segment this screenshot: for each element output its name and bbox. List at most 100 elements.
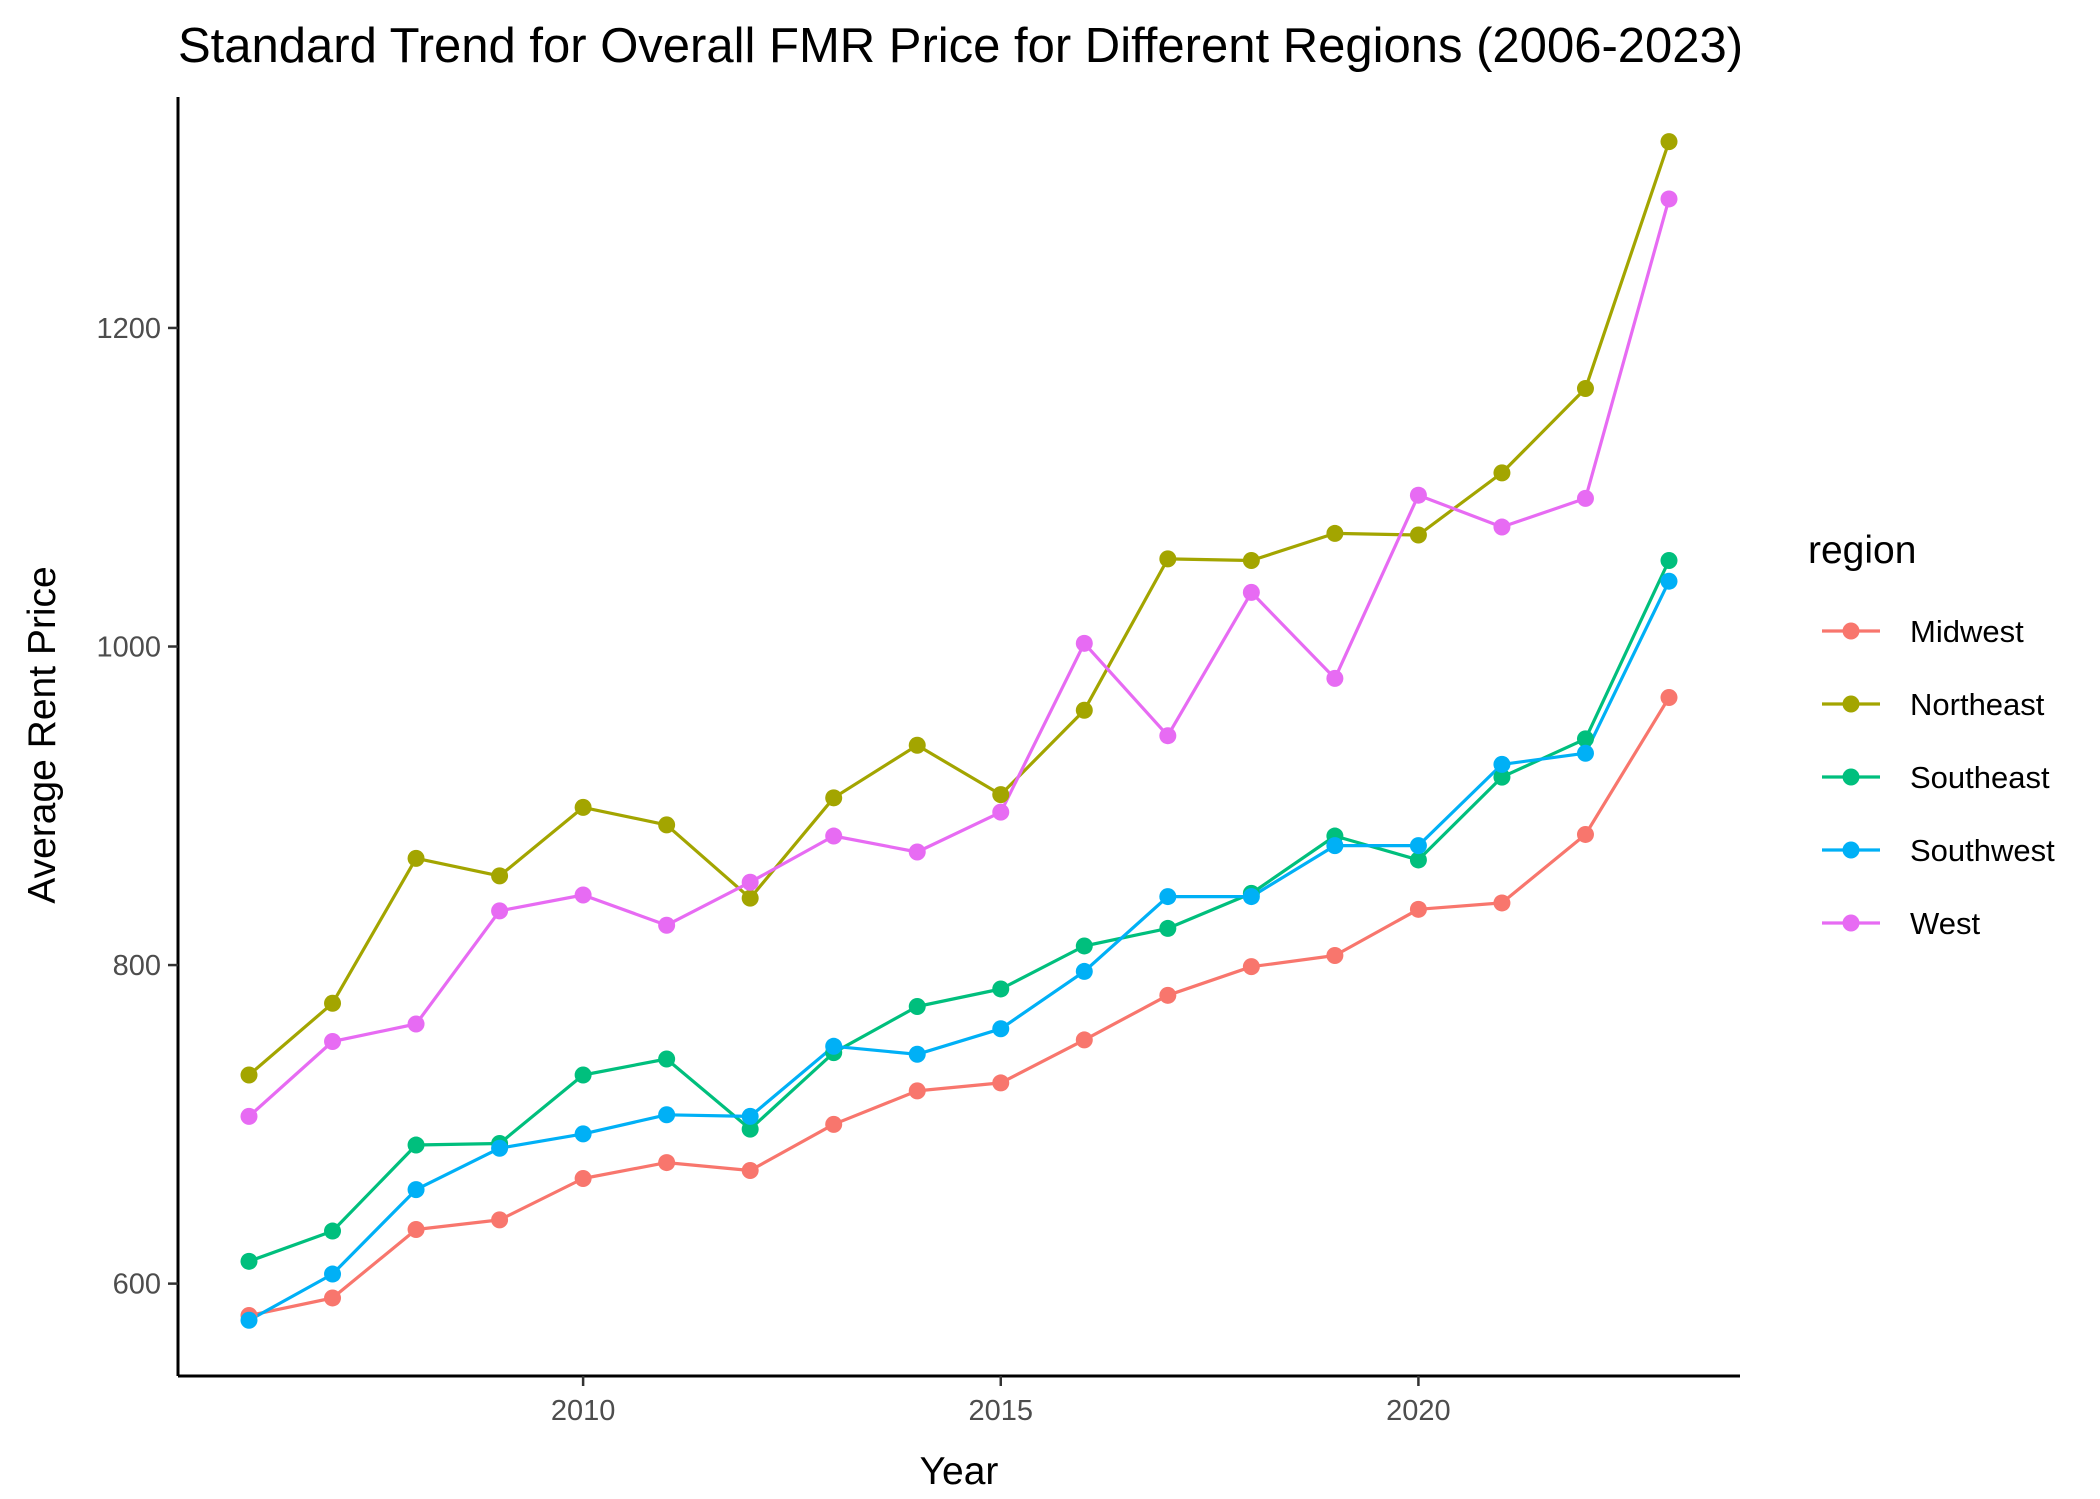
data-point-southeast xyxy=(658,1050,676,1068)
data-point-southwest xyxy=(407,1181,425,1199)
data-point-southeast xyxy=(908,997,926,1015)
data-point-southwest xyxy=(1493,755,1511,773)
data-point-southeast xyxy=(574,1066,592,1084)
data-point-west xyxy=(1159,727,1177,745)
legend-key-point-west xyxy=(1842,914,1860,932)
data-point-southeast xyxy=(1493,768,1511,786)
data-point-southwest xyxy=(1326,837,1344,855)
data-point-southwest xyxy=(1242,888,1260,906)
data-point-northeast xyxy=(741,889,759,907)
data-point-midwest xyxy=(1159,986,1177,1004)
data-point-west xyxy=(491,902,509,920)
data-point-west xyxy=(1326,669,1344,687)
data-point-southwest xyxy=(491,1139,509,1157)
y-axis-title: Average Rent Price xyxy=(21,566,64,903)
x-tick-label: 2010 xyxy=(551,1395,616,1427)
data-point-west xyxy=(1660,190,1678,208)
data-point-southwest xyxy=(741,1107,759,1125)
legend: region Midwest Northeast Southeast Southwes… xyxy=(1808,529,2055,941)
data-point-southwest xyxy=(1576,744,1594,762)
data-point-southwest xyxy=(324,1265,342,1283)
data-point-midwest xyxy=(1493,894,1511,912)
legend-label-southwest: Southwest xyxy=(1910,833,2055,868)
data-point-midwest xyxy=(1576,825,1594,843)
data-point-midwest xyxy=(1075,1031,1093,1049)
data-point-southeast xyxy=(1576,730,1594,748)
data-point-west xyxy=(1493,518,1511,536)
data-point-northeast xyxy=(992,786,1010,804)
y-axis-ticks: 600 800 1000 1200 xyxy=(96,313,178,1301)
series-line-southwest xyxy=(247,579,1671,1322)
data-point-midwest xyxy=(658,1154,676,1172)
series-line-midwest xyxy=(247,695,1671,1318)
legend-label-midwest: Midwest xyxy=(1910,614,2024,649)
data-point-northeast xyxy=(1660,133,1678,151)
data-point-southwest xyxy=(658,1106,676,1124)
data-point-midwest xyxy=(574,1169,592,1187)
data-point-midwest xyxy=(407,1220,425,1238)
data-point-west xyxy=(1576,489,1594,507)
data-point-west xyxy=(1075,634,1093,652)
chart-title: Standard Trend for Overall FMR Price for… xyxy=(178,19,1743,73)
data-point-southeast xyxy=(741,1120,759,1138)
data-point-west xyxy=(908,843,926,861)
data-point-southeast xyxy=(1159,919,1177,937)
legend-label-northeast: Northeast xyxy=(1910,687,2045,722)
data-point-southeast xyxy=(324,1222,342,1240)
data-point-southeast xyxy=(1075,937,1093,955)
data-point-northeast xyxy=(908,736,926,754)
data-point-northeast xyxy=(491,867,509,885)
data-point-southeast xyxy=(1660,551,1678,569)
legend-label-west: West xyxy=(1910,906,1980,941)
data-point-northeast xyxy=(1159,550,1177,568)
data-point-northeast xyxy=(825,789,843,807)
plot-area xyxy=(240,133,1678,1329)
y-tick-label: 800 xyxy=(113,950,161,982)
legend-title: region xyxy=(1808,529,1916,572)
data-point-west xyxy=(992,803,1010,821)
y-tick-label: 1200 xyxy=(96,313,161,345)
data-point-west xyxy=(741,873,759,891)
data-point-midwest xyxy=(741,1162,759,1180)
data-point-northeast xyxy=(574,798,592,816)
data-point-west xyxy=(658,916,676,934)
series-line-southeast xyxy=(247,558,1671,1263)
data-point-midwest xyxy=(908,1082,926,1100)
x-tick-label: 2020 xyxy=(1386,1395,1451,1427)
data-point-northeast xyxy=(1075,701,1093,719)
data-point-northeast xyxy=(1576,379,1594,397)
data-point-west xyxy=(825,827,843,845)
data-point-southwest xyxy=(992,1020,1010,1038)
data-point-west xyxy=(574,886,592,904)
data-point-midwest xyxy=(1242,958,1260,976)
data-point-northeast xyxy=(1242,551,1260,569)
legend-key-point-northeast xyxy=(1842,695,1860,713)
data-point-southwest xyxy=(1159,888,1177,906)
data-point-southwest xyxy=(574,1125,592,1143)
data-point-southwest xyxy=(825,1037,843,1055)
y-tick-label: 600 xyxy=(113,1269,161,1301)
data-point-west xyxy=(240,1107,258,1125)
data-point-southeast xyxy=(240,1252,258,1270)
legend-key-point-midwest xyxy=(1842,622,1860,640)
data-point-northeast xyxy=(1326,524,1344,542)
data-point-southwest xyxy=(1409,837,1427,855)
data-point-northeast xyxy=(658,816,676,834)
data-point-southwest xyxy=(908,1045,926,1063)
data-point-southeast xyxy=(407,1136,425,1154)
data-point-west xyxy=(324,1033,342,1051)
x-tick-label: 2015 xyxy=(969,1395,1034,1427)
x-axis-title: Year xyxy=(920,1450,999,1493)
data-point-midwest xyxy=(324,1289,342,1307)
data-point-west xyxy=(407,1015,425,1033)
data-point-southwest xyxy=(240,1311,258,1329)
data-point-midwest xyxy=(1660,688,1678,706)
data-point-northeast xyxy=(324,994,342,1012)
data-point-west xyxy=(1409,486,1427,504)
y-tick-label: 1000 xyxy=(96,632,161,664)
data-point-midwest xyxy=(491,1211,509,1229)
data-point-northeast xyxy=(1493,464,1511,482)
x-axis-ticks: 2010 2015 2020 xyxy=(551,1376,1451,1427)
data-point-midwest xyxy=(992,1074,1010,1092)
legend-key-point-southeast xyxy=(1842,768,1860,786)
